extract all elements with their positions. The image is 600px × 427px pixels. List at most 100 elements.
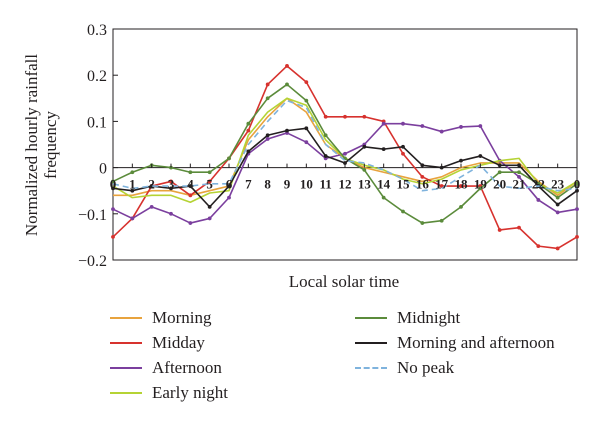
legend-label: Morning and afternoon [397,333,555,352]
x-tick-label: 6 [226,177,233,192]
legend-label: Afternoon [152,358,222,377]
x-tick-label: 2 [148,177,155,192]
x-tick-label: 11 [320,177,332,192]
x-tick-label: 9 [284,177,291,192]
data-point [555,202,560,207]
data-point [207,216,212,221]
data-point [401,144,405,149]
x-tick-label: 22 [532,177,545,192]
series-afternoon [111,121,579,225]
x-tick-label: 0 [110,177,117,192]
data-point [497,228,502,232]
data-point [323,133,328,138]
data-point [381,147,386,152]
data-point [420,124,425,128]
x-tick-label: 21 [513,177,526,192]
x-axis-label: Local solar time [289,272,399,291]
data-point [227,156,231,161]
data-point [130,216,135,221]
y-tick-label: −0.1 [78,207,107,224]
series-line [112,99,578,192]
plot-area [112,28,578,261]
x-tick-label: 0 [574,177,581,192]
x-tick-label: 1 [129,177,136,192]
data-point [323,154,328,158]
data-point [285,82,289,87]
x-tick-label: 19 [474,177,488,192]
legend-item: Early night [110,382,228,404]
data-point [130,170,135,175]
data-point [169,186,173,191]
data-point [555,210,560,215]
data-point [575,188,579,193]
legend-item: Afternoon [110,357,222,379]
data-point [381,195,386,200]
data-point [265,96,270,101]
x-tick-label: 20 [493,177,506,192]
x-tick-label: 3 [168,177,175,192]
series-line [112,122,578,224]
x-tick-label: 8 [264,177,271,192]
data-point [111,179,115,184]
data-point [517,174,521,179]
data-point [401,151,405,156]
y-tick-label: 0.2 [87,68,107,85]
data-point [304,140,309,145]
legend-swatch [110,342,142,344]
data-point [227,195,231,200]
series-no-peak [112,99,578,192]
data-point [246,149,251,154]
x-tick-label: 10 [300,177,313,192]
data-point [304,98,309,103]
legend-item: Midnight [355,307,460,329]
data-point [323,114,328,119]
data-point [169,179,173,184]
data-point [188,221,193,225]
x-tick-label: 12 [339,177,352,192]
data-point [343,151,347,156]
y-tick-label: 0 [99,161,107,178]
y-tick-label: 0.3 [87,22,107,39]
legend-label: Midnight [397,308,461,327]
series-midnight [111,82,579,225]
data-point [265,82,270,87]
data-point [265,133,270,138]
x-tick-label: 7 [245,177,252,192]
data-point [575,207,579,212]
legend-item: No peak [355,357,454,379]
legend-label: Early night [152,383,229,402]
data-point [478,186,483,191]
data-point [265,137,270,141]
x-tick-label: 15 [397,177,411,192]
data-point [362,168,367,172]
data-point [304,126,309,131]
data-point [343,161,347,165]
data-point [111,207,115,212]
legend-swatch [110,367,142,369]
data-point [304,80,309,85]
data-point [246,128,251,133]
data-point [459,158,463,163]
data-point [285,128,289,133]
y-axis-label: Normalized hourly rainfall [22,54,41,236]
legend-label: No peak [397,358,455,377]
data-point [130,188,135,193]
data-point [459,125,463,129]
data-point [188,184,193,188]
data-point [575,181,579,186]
legend-label: Morning [152,308,212,327]
data-point [207,170,212,175]
data-point [536,198,541,202]
data-point [111,235,115,239]
legend-swatch [110,317,142,319]
legend-swatch [355,367,387,369]
data-point [439,129,444,134]
data-point [459,204,463,209]
data-point [149,204,154,209]
data-point [575,235,579,239]
data-point [207,204,212,209]
x-tick-label: 23 [551,177,565,192]
data-point [420,174,425,179]
data-point [362,144,367,149]
